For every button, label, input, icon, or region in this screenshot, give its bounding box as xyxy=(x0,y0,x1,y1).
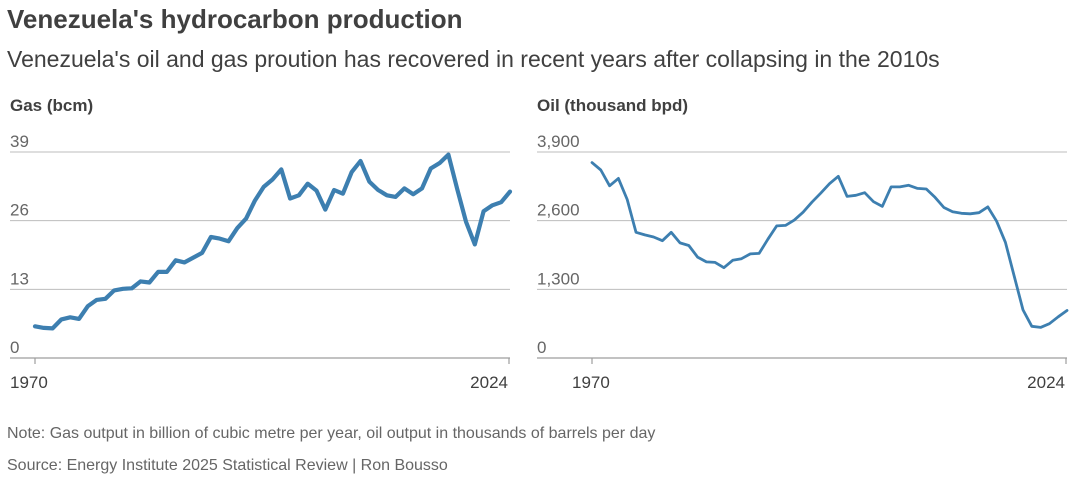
footnote: Note: Gas output in billion of cubic met… xyxy=(7,425,656,442)
gas-ytick-label: 39 xyxy=(10,132,29,151)
oil-xtick-label: 1970 xyxy=(572,373,610,392)
oil-panel-title: Oil (thousand bpd) xyxy=(537,96,688,115)
gas-xtick-label: 1970 xyxy=(10,373,48,392)
oil-series-line xyxy=(590,161,1069,329)
oil-ytick-label: 1,300 xyxy=(537,269,580,288)
gas-ytick-label: 0 xyxy=(10,338,19,357)
oil-xtick-label: 2024 xyxy=(1027,373,1065,392)
gas-ytick-label: 26 xyxy=(10,201,29,220)
gas-panel-title: Gas (bcm) xyxy=(10,96,93,115)
gas-xtick-label: 2024 xyxy=(470,373,508,392)
gas-panel: Gas (bcm) 0 13 26 39 1970 2024 xyxy=(10,96,513,392)
source-line: Source: Energy Institute 2025 Statistica… xyxy=(7,457,448,474)
oil-ytick-label: 2,600 xyxy=(537,201,580,220)
chart-subtitle: Venezuela's oil and gas proution has rec… xyxy=(7,46,940,72)
oil-ytick-label: 0 xyxy=(537,338,546,357)
gas-series-line xyxy=(32,152,513,331)
oil-panel: Oil (thousand bpd) 0 1,300 2,600 3,900 1970 20… xyxy=(537,96,1069,392)
gas-ytick-label: 13 xyxy=(10,269,29,288)
oil-ytick-label: 3,900 xyxy=(537,132,580,151)
chart-title: Venezuela's hydrocarbon production xyxy=(7,4,463,34)
